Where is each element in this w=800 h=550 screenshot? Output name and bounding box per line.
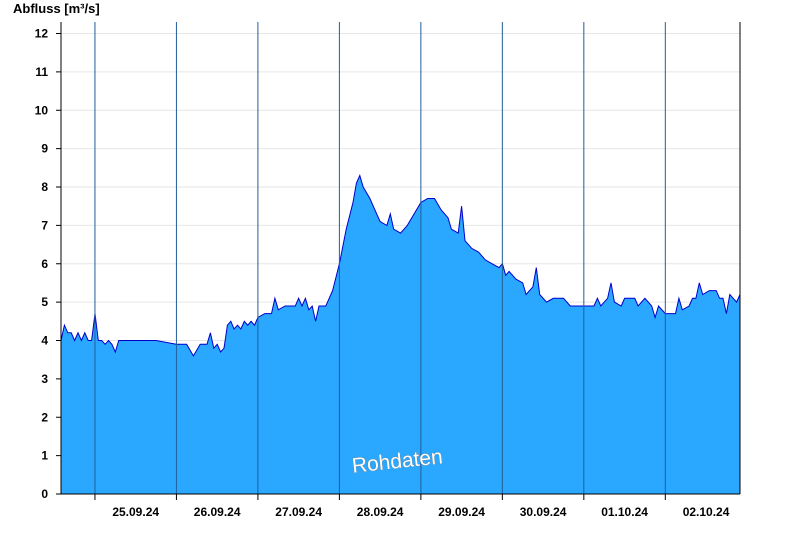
y-tick-label: 12 [35, 27, 49, 41]
x-tick-label: 28.09.24 [357, 505, 404, 519]
y-tick-label: 9 [41, 142, 48, 156]
x-axis-ticks: 25.09.24 26.09.24 27.09.24 28.09.24 29.09.24… [94, 494, 730, 519]
y-tick-label: 11 [35, 65, 48, 79]
day-separators [94, 22, 666, 494]
x-tick-label: 25.09.24 [112, 505, 159, 519]
y-tick-label: 1 [41, 449, 48, 463]
x-tick-label: 01.10.24 [601, 505, 648, 519]
series-line [60, 174, 741, 357]
y-tick-label: 3 [41, 372, 48, 386]
y-tick-label: 5 [41, 295, 48, 309]
y-tick-label: 10 [35, 103, 49, 117]
series-area-fill [61, 175, 740, 494]
y-tick-label: 6 [41, 257, 48, 271]
discharge-area [60, 174, 741, 494]
x-tick-label: 26.09.24 [194, 505, 241, 519]
y-tick-label: 7 [41, 218, 48, 232]
y-tick-label: 8 [41, 180, 48, 194]
y-tick-label: 0 [41, 487, 48, 501]
plot-frame [60, 22, 741, 495]
y-axis-title: Abfluss [m³/s] [13, 1, 100, 16]
x-tick-label: 02.10.24 [683, 505, 730, 519]
y-tick-label: 4 [41, 334, 48, 348]
y-tick-label: 2 [41, 410, 48, 424]
x-tick-label: 30.09.24 [520, 505, 567, 519]
x-tick-label: 27.09.24 [275, 505, 322, 519]
x-tick-label: 29.09.24 [438, 505, 485, 519]
